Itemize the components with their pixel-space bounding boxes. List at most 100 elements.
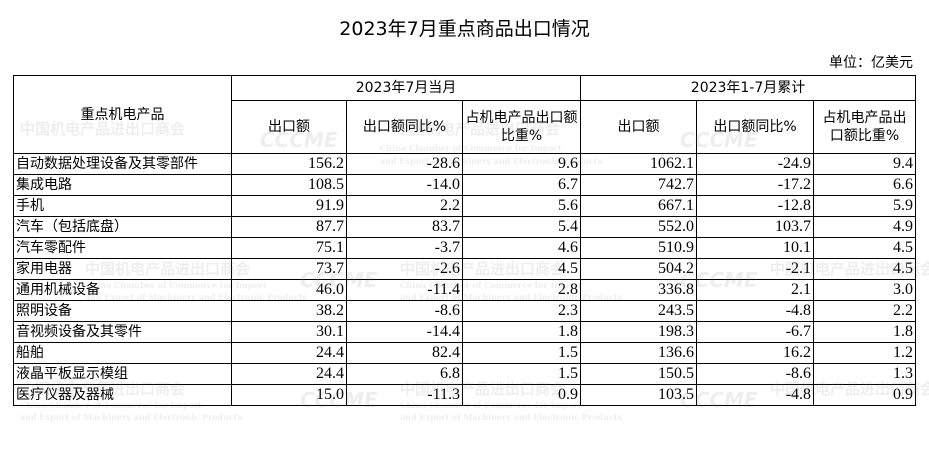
table-cell: 150.5: [580, 363, 698, 385]
table-cell: -28.6: [346, 153, 463, 175]
table-cell: 1.5: [461, 342, 582, 364]
table-cell: 73.7: [231, 258, 347, 280]
table-cell: 742.7: [580, 174, 698, 196]
table-row: 医疗仪器及器械 15.0 -11.3 0.9 103.5 -4.8 0.9: [13, 384, 917, 406]
table-row: 集成电路 108.5 -14.0 6.7 742.7 -17.2 6.6: [13, 174, 917, 196]
table-row: 通用机械设备 46.0 -11.4 2.8 336.8 2.1 3.0: [13, 279, 917, 301]
product-name: 音视频设备及其零件: [13, 321, 232, 343]
table-row: 照明设备 38.2 -8.6 2.3 243.5 -4.8 2.2: [13, 300, 917, 322]
table-cell: 667.1: [580, 195, 698, 217]
table-cell: -11.4: [346, 279, 463, 301]
table-cell: 4.5: [813, 258, 917, 280]
table-cell: 30.1: [231, 321, 347, 343]
table-cell: 136.6: [580, 342, 698, 364]
group-header-cumulative: 2023年1-7月累计: [580, 75, 917, 101]
table-cell: 4.9: [813, 216, 917, 238]
table-cell: -4.8: [696, 300, 815, 322]
corner-header: 重点机电产品: [13, 75, 232, 154]
product-name: 汽车（包括底盘）: [13, 216, 232, 238]
table-cell: 1.3: [813, 363, 917, 385]
table-cell: 38.2: [231, 300, 347, 322]
table-cell: 5.4: [461, 216, 582, 238]
table-cell: 2.3: [461, 300, 582, 322]
watermark-text: and Export of Machinery and Electronic P…: [20, 412, 243, 422]
table-cell: -3.7: [346, 237, 463, 259]
table-cell: 0.9: [461, 384, 582, 406]
table-cell: 24.4: [231, 342, 347, 364]
table-cell: 510.9: [580, 237, 698, 259]
table-cell: 16.2: [696, 342, 815, 364]
table-cell: -8.6: [346, 300, 463, 322]
table-row: 自动数据处理设备及其零部件 156.2 -28.6 9.6 1062.1 -24.9 9.4: [13, 153, 917, 175]
group-header-month: 2023年7月当月: [230, 75, 582, 101]
product-name: 照明设备: [13, 300, 232, 322]
table-cell: 6.6: [813, 174, 917, 196]
table-cell: 1.8: [813, 321, 917, 343]
table-cell: -12.8: [696, 195, 815, 217]
table-cell: 6.7: [461, 174, 582, 196]
table-cell: 103.7: [696, 216, 815, 238]
table-cell: 46.0: [231, 279, 347, 301]
table-cell: 3.0: [813, 279, 917, 301]
table-row: 家用电器 73.7 -2.6 4.5 504.2 -2.1 4.5: [13, 258, 917, 280]
table-cell: 75.1: [231, 237, 347, 259]
table-cell: 83.7: [346, 216, 463, 238]
table-cell: -2.6: [346, 258, 463, 280]
table-cell: 5.6: [461, 195, 582, 217]
col-header: 占机电产品出口额比重%: [813, 100, 917, 154]
table-cell: -24.9: [696, 153, 815, 175]
table-cell: -4.8: [696, 384, 815, 406]
product-name: 自动数据处理设备及其零部件: [13, 153, 232, 175]
table-cell: -6.7: [696, 321, 815, 343]
product-name: 医疗仪器及器械: [13, 384, 232, 406]
table-cell: 336.8: [580, 279, 698, 301]
table-cell: 156.2: [231, 153, 347, 175]
watermark-text: and Export of Machinery and Electronic P…: [400, 412, 623, 422]
col-header: 出口额同比%: [696, 100, 815, 154]
col-header: 出口额同比%: [346, 100, 463, 154]
table-cell: 15.0: [231, 384, 347, 406]
product-name: 船舶: [13, 342, 232, 364]
table-cell: -14.0: [346, 174, 463, 196]
table-cell: 87.7: [231, 216, 347, 238]
table-cell: 4.5: [813, 237, 917, 259]
table-cell: 4.6: [461, 237, 582, 259]
table-cell: 108.5: [231, 174, 347, 196]
table-cell: 103.5: [580, 384, 698, 406]
table-cell: 10.1: [696, 237, 815, 259]
table-cell: 243.5: [580, 300, 698, 322]
product-name: 液晶平板显示模组: [13, 363, 232, 385]
table-row: 船舶 24.4 82.4 1.5 136.6 16.2 1.2: [13, 342, 917, 364]
table-row: 汽车零配件 75.1 -3.7 4.6 510.9 10.1 4.5: [13, 237, 917, 259]
table-cell: 5.9: [813, 195, 917, 217]
table-cell: 91.9: [231, 195, 347, 217]
table-cell: -14.4: [346, 321, 463, 343]
table-cell: 0.9: [813, 384, 917, 406]
table-row: 汽车（包括底盘） 87.7 83.7 5.4 552.0 103.7 4.9: [13, 216, 917, 238]
product-name: 汽车零配件: [13, 237, 232, 259]
product-name: 手机: [13, 195, 232, 217]
table-cell: -8.6: [696, 363, 815, 385]
table-cell: 198.3: [580, 321, 698, 343]
table-cell: 2.1: [696, 279, 815, 301]
col-header: 出口额: [580, 100, 698, 154]
table-row: 手机 91.9 2.2 5.6 667.1 -12.8 5.9: [13, 195, 917, 217]
table-cell: 2.2: [346, 195, 463, 217]
table-cell: 504.2: [580, 258, 698, 280]
table-cell: 6.8: [346, 363, 463, 385]
table-row: 音视频设备及其零件 30.1 -14.4 1.8 198.3 -6.7 1.8: [13, 321, 917, 343]
unit-label: 单位：亿美元: [829, 55, 913, 71]
table-cell: 4.5: [461, 258, 582, 280]
page-title: 2023年7月重点商品出口情况: [339, 18, 590, 40]
table-cell: 2.8: [461, 279, 582, 301]
table-cell: 1.8: [461, 321, 582, 343]
table-cell: 1.5: [461, 363, 582, 385]
table-cell: 1062.1: [580, 153, 698, 175]
table-cell: 9.6: [461, 153, 582, 175]
table-cell: 552.0: [580, 216, 698, 238]
table-cell: -17.2: [696, 174, 815, 196]
export-table: 重点机电产品 2023年7月当月 2023年1-7月累计 出口额 出口额同比% …: [13, 75, 917, 406]
table-cell: 82.4: [346, 342, 463, 364]
table-cell: 2.2: [813, 300, 917, 322]
product-name: 集成电路: [13, 174, 232, 196]
